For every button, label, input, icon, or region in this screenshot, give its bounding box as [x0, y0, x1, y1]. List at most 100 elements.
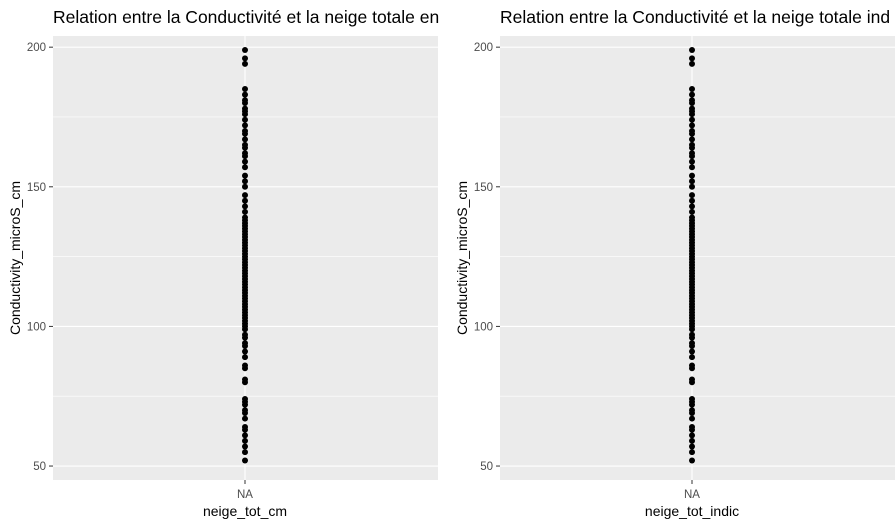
- data-point: [242, 197, 248, 204]
- data-point: [689, 60, 695, 67]
- data-point: [689, 415, 695, 422]
- plot-background: [500, 36, 895, 480]
- data-point: [242, 46, 248, 53]
- y-tick-label: 200: [27, 42, 46, 54]
- data-point: [242, 105, 248, 112]
- data-point: [242, 432, 248, 439]
- data-point: [242, 407, 248, 414]
- y-tick-label: 200: [474, 42, 493, 54]
- data-point: [242, 164, 248, 171]
- data-point: [689, 136, 695, 143]
- data-point: [242, 141, 248, 148]
- data-point: [242, 192, 248, 199]
- data-point: [689, 183, 695, 190]
- data-point: [689, 407, 695, 414]
- data-point: [689, 331, 695, 338]
- data-point: [689, 91, 695, 98]
- data-point: [689, 443, 695, 450]
- data-point: [242, 136, 248, 143]
- data-point: [689, 449, 695, 456]
- data-point: [689, 396, 695, 403]
- data-point: [689, 348, 695, 355]
- data-point: [689, 340, 695, 347]
- chart-panel-conductivity-vs-neige-tot-cm: Relation entre la Conductivité et la nei…: [7, 7, 439, 519]
- data-point: [242, 208, 248, 215]
- data-point: [242, 55, 248, 62]
- data-point: [689, 150, 695, 157]
- y-tick-label: 100: [27, 321, 46, 333]
- y-axis-title: Conductivity_microS_cm: [454, 181, 470, 335]
- x-axis-title: neige_tot_cm: [203, 503, 287, 519]
- data-point: [689, 158, 695, 165]
- data-point: [689, 354, 695, 361]
- data-point: [242, 178, 248, 185]
- data-point: [242, 172, 248, 179]
- data-point: [242, 183, 248, 190]
- data-point: [242, 331, 248, 338]
- y-tick-label: 150: [27, 182, 46, 194]
- y-tick-label: 50: [480, 461, 493, 473]
- data-point: [242, 203, 248, 210]
- data-points: [689, 46, 695, 464]
- chart-panel-conductivity-vs-neige-tot-indic: Relation entre la Conductivité et la nei…: [454, 7, 895, 519]
- y-tick-label: 100: [474, 321, 493, 333]
- data-point: [242, 354, 248, 361]
- data-point: [242, 116, 248, 123]
- y-axis-ticks: 50 100 150 200: [474, 42, 693, 484]
- data-point: [242, 423, 248, 430]
- data-point: [689, 362, 695, 369]
- x-axis-title: neige_tot_indic: [645, 503, 739, 519]
- data-point: [689, 192, 695, 199]
- data-point: [689, 197, 695, 204]
- data-points: [242, 46, 248, 464]
- chart-title: Relation entre la Conductivité et la nei…: [500, 7, 890, 27]
- y-axis-ticks: 50 100 150 200: [27, 42, 246, 484]
- data-point: [689, 178, 695, 185]
- data-point: [689, 46, 695, 53]
- data-point: [689, 208, 695, 215]
- data-point: [242, 122, 248, 129]
- data-point: [242, 214, 248, 221]
- data-point: [689, 55, 695, 62]
- y-axis-title: Conductivity_microS_cm: [7, 181, 23, 335]
- data-point: [242, 60, 248, 67]
- data-point: [242, 376, 248, 383]
- data-point: [242, 158, 248, 165]
- x-tick-label: NA: [237, 489, 253, 501]
- data-point: [242, 97, 248, 104]
- data-point: [242, 86, 248, 93]
- data-point: [689, 172, 695, 179]
- data-point: [242, 150, 248, 157]
- x-tick-label: NA: [684, 489, 700, 501]
- data-point: [689, 423, 695, 430]
- data-point: [242, 127, 248, 134]
- data-point: [689, 214, 695, 221]
- data-point: [689, 86, 695, 93]
- data-point: [242, 362, 248, 369]
- data-point: [242, 396, 248, 403]
- y-tick-label: 150: [474, 182, 493, 194]
- chart-title: Relation entre la Conductivité et la nei…: [53, 7, 439, 27]
- data-point: [689, 122, 695, 129]
- data-point: [689, 457, 695, 464]
- data-point: [242, 415, 248, 422]
- data-point: [242, 449, 248, 456]
- data-point: [242, 91, 248, 98]
- y-tick-label: 50: [33, 461, 46, 473]
- data-point: [689, 127, 695, 134]
- data-point: [689, 203, 695, 210]
- data-point: [689, 97, 695, 104]
- data-point: [242, 437, 248, 444]
- data-point: [242, 348, 248, 355]
- data-point: [689, 105, 695, 112]
- data-point: [242, 340, 248, 347]
- data-point: [242, 457, 248, 464]
- data-point: [242, 443, 248, 450]
- data-point: [689, 437, 695, 444]
- data-point: [689, 432, 695, 439]
- data-point: [689, 116, 695, 123]
- data-point: [689, 164, 695, 171]
- data-point: [689, 376, 695, 383]
- data-point: [689, 141, 695, 148]
